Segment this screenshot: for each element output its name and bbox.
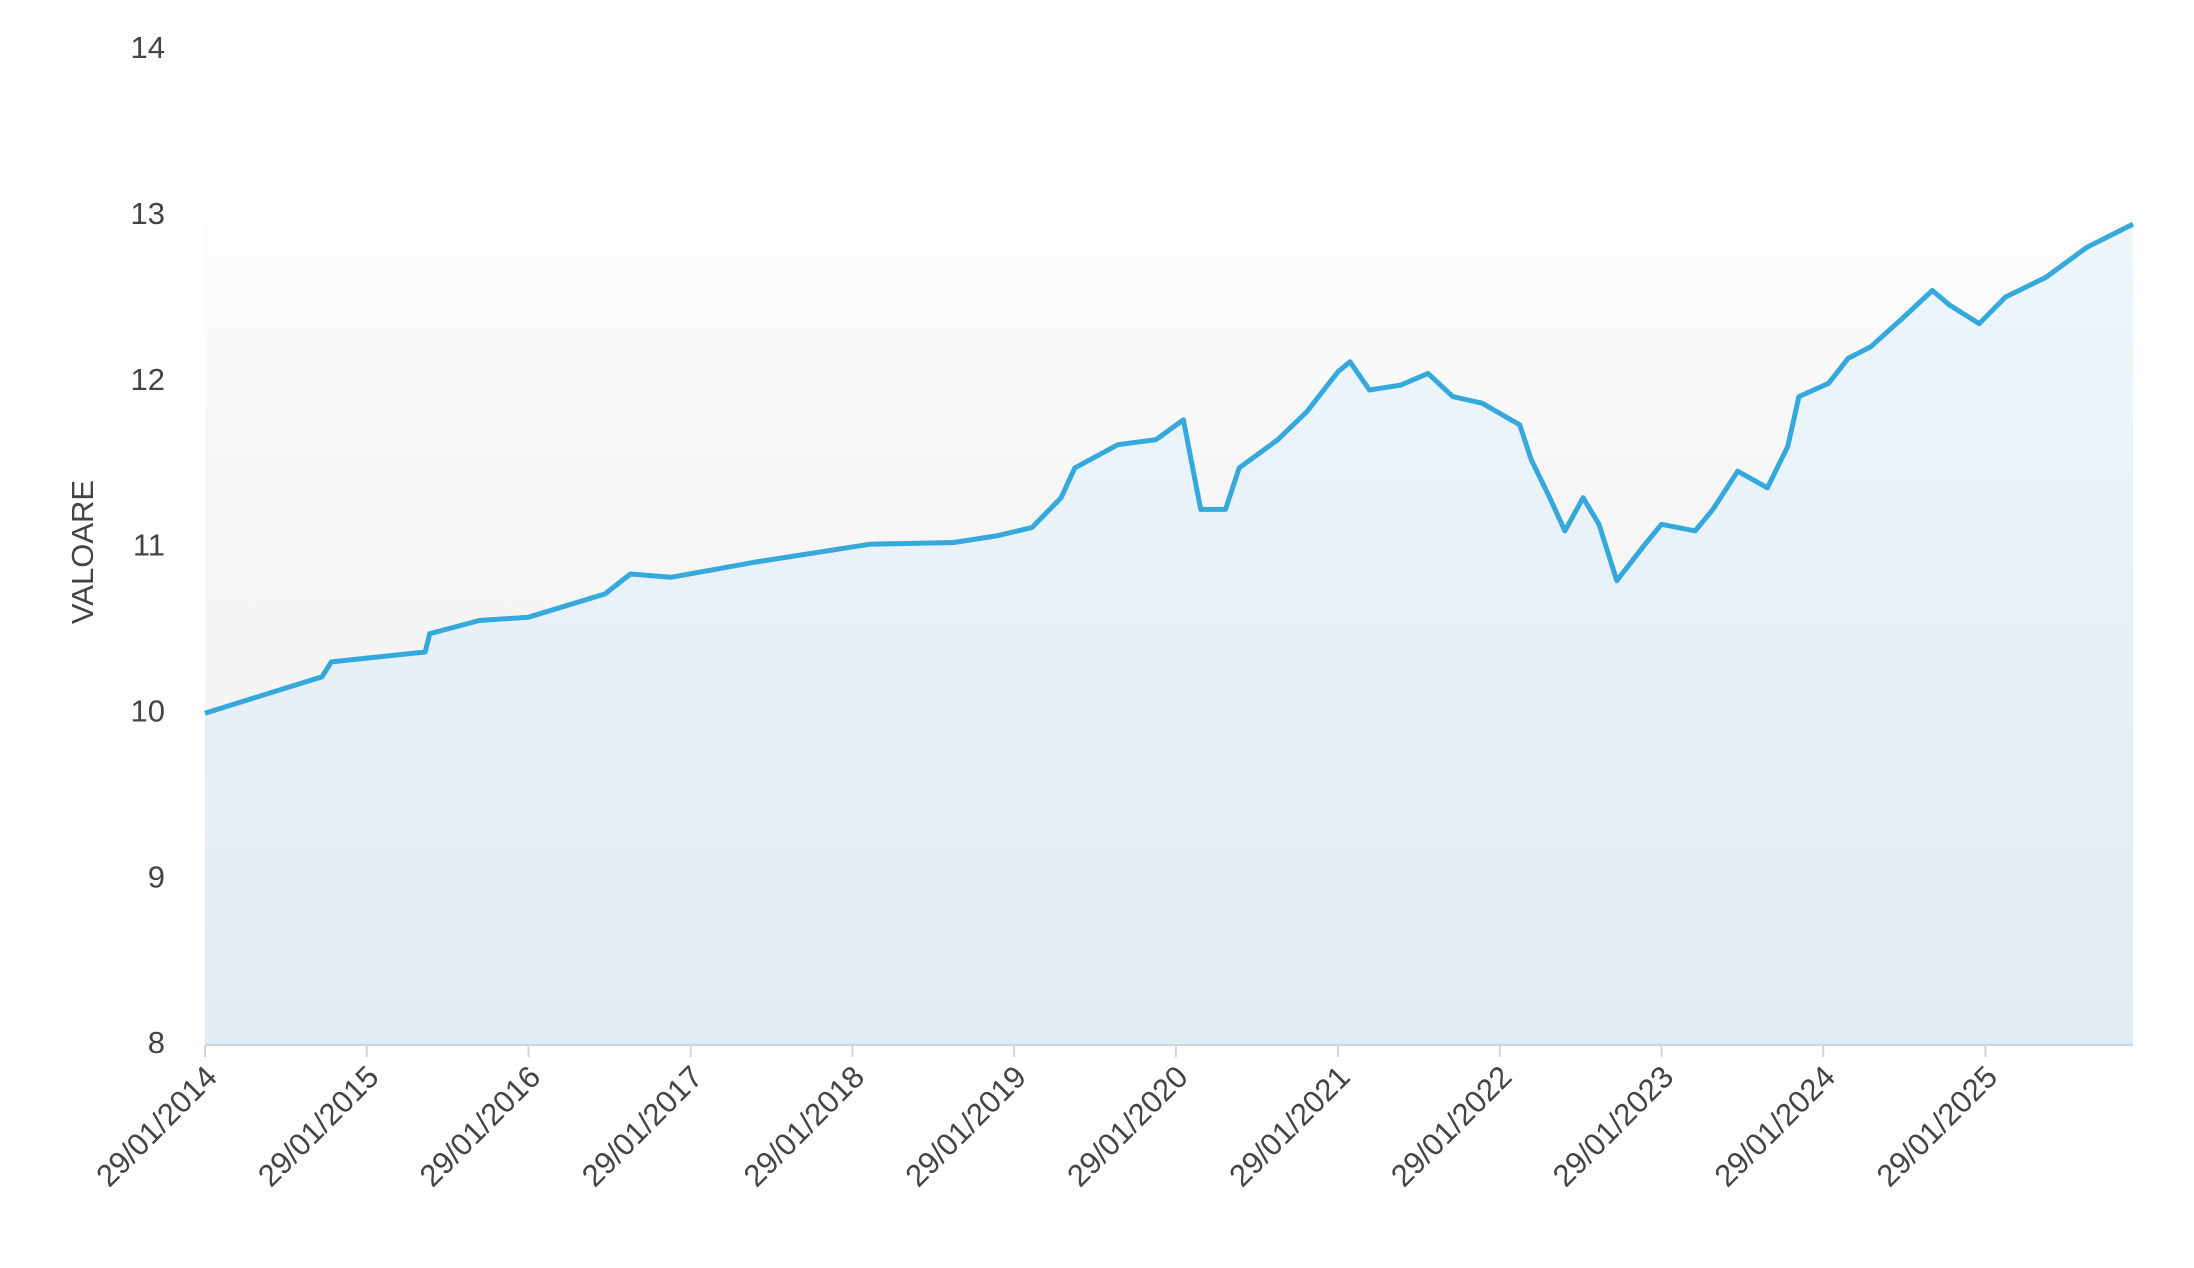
x-tick-label: 29/01/2025 — [1870, 1059, 2004, 1193]
y-tick-label: 9 — [148, 859, 165, 894]
x-tick-label: 29/01/2021 — [1222, 1059, 1356, 1193]
x-tick-label: 29/01/2014 — [89, 1059, 223, 1193]
series-line — [204, 221, 2135, 716]
y-tick-label: 8 — [148, 1025, 165, 1060]
area-fill — [205, 224, 2133, 1046]
y-axis-label: VALOARE — [65, 480, 100, 624]
y-tick-label: 13 — [131, 196, 165, 231]
y-tick-label: 14 — [131, 30, 165, 65]
x-tick-label: 29/01/2024 — [1708, 1059, 1842, 1193]
y-tick-label: 11 — [133, 528, 165, 563]
x-tick-label: 29/01/2017 — [575, 1059, 709, 1193]
x-tick-label: 29/01/2018 — [737, 1059, 871, 1193]
x-tick-label: 29/01/2023 — [1546, 1059, 1680, 1193]
y-tick-label: 10 — [131, 694, 165, 729]
x-tick-label: 29/01/2019 — [898, 1059, 1032, 1193]
x-tick-label: 29/01/2022 — [1384, 1059, 1518, 1193]
y-tick-label: 12 — [131, 362, 165, 397]
x-tick-label: 29/01/2015 — [251, 1059, 385, 1193]
x-tick-label: 29/01/2016 — [413, 1059, 547, 1193]
x-tick-label: 29/01/2020 — [1060, 1059, 1194, 1193]
